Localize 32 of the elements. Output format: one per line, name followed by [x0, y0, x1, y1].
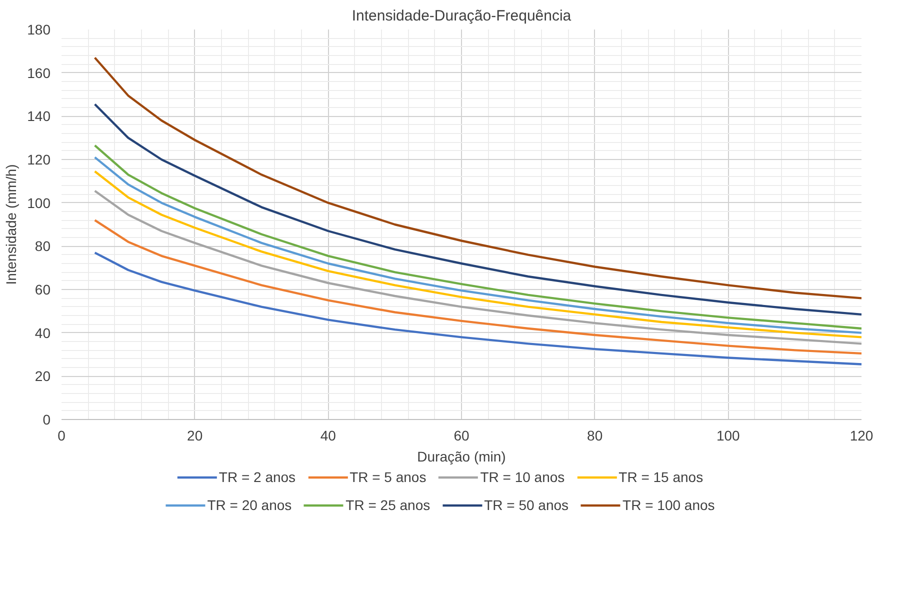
- line-series: [94, 219, 862, 355]
- y-tick-label: 40: [34, 324, 51, 341]
- y-tick-label: 20: [34, 368, 51, 384]
- x-tick-label: 80: [587, 428, 603, 444]
- line-series: [94, 56, 862, 300]
- x-tick-label: 40: [320, 428, 336, 444]
- legend-label: TR = 10 anos: [480, 469, 565, 485]
- legend-label: TR = 2 anos: [218, 469, 296, 485]
- legend-label: TR = 20 anos: [207, 497, 292, 513]
- y-tick-label: 120: [27, 152, 51, 168]
- line-series: [94, 252, 862, 366]
- legend-label: TR = 15 anos: [618, 469, 704, 485]
- x-tick-label: 120: [850, 428, 874, 444]
- y-tick-label: 180: [27, 22, 51, 38]
- y-tick-label: 0: [42, 412, 51, 428]
- x-tick-label: 100: [716, 428, 740, 444]
- y-tick-label: 60: [34, 282, 51, 298]
- x-axis-title: Duração (min): [417, 448, 506, 464]
- y-axis-title: Intensidade (mm/h): [3, 164, 20, 285]
- x-tick-label: 20: [187, 428, 203, 444]
- legend-label: TR = 25 anos: [346, 497, 430, 513]
- y-tick-label: 140: [27, 108, 51, 124]
- legend-label: TR = 5 anos: [350, 469, 426, 485]
- y-tick-label: 160: [27, 64, 51, 81]
- x-tick-label: 60: [454, 428, 470, 444]
- chart-title: Intensidade-Duração-Frequência: [352, 8, 572, 24]
- line-series: [94, 103, 862, 316]
- y-tick-label: 100: [27, 194, 51, 211]
- y-tick-label: 80: [34, 238, 51, 254]
- legend-label: TR = 100 anos: [622, 497, 715, 513]
- x-tick-label: 0: [58, 428, 66, 444]
- legend-label: TR = 50 anos: [484, 497, 569, 513]
